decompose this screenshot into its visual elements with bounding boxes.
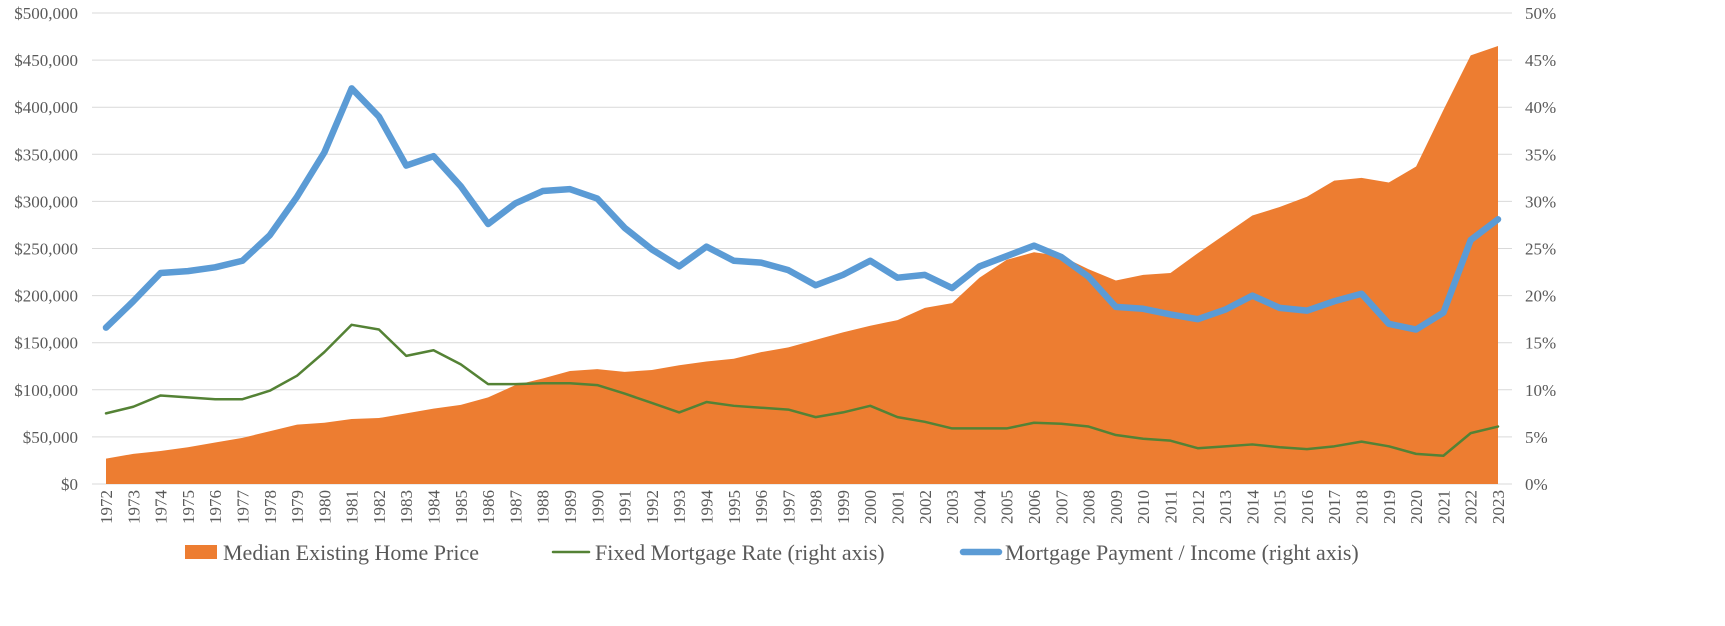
x-tick-label: 1995 [725, 490, 744, 524]
y2-tick-label: 50% [1525, 4, 1556, 23]
x-tick-label: 1989 [561, 490, 580, 524]
y2-tick-label: 30% [1525, 192, 1556, 211]
line-payment-income [102, 85, 1502, 333]
area-median-home-price [106, 45, 1498, 484]
x-tick-label: 2019 [1380, 490, 1399, 524]
x-tick-label: 1974 [152, 490, 171, 525]
y2-tick-label: 15% [1525, 334, 1556, 353]
x-tick-label: 1985 [452, 490, 471, 524]
x-tick-label: 1994 [697, 490, 716, 525]
x-tick-label: 2015 [1271, 490, 1290, 524]
x-tick-label: 1998 [807, 490, 826, 524]
x-tick-label: 2006 [1025, 490, 1044, 524]
legend-label: Median Existing Home Price [223, 540, 479, 565]
x-tick-label: 2001 [889, 490, 908, 524]
x-axis: 1972 1973 1974 1975 1976 1977 1978 1979 1980 1981… [97, 490, 1508, 525]
x-tick-label: 2010 [1134, 490, 1153, 524]
legend-label: Fixed Mortgage Rate (right axis) [595, 540, 885, 565]
x-tick-label: 2014 [1243, 490, 1262, 525]
x-tick-label: 1977 [233, 490, 252, 525]
x-tick-label: 2020 [1407, 490, 1426, 524]
x-tick-label: 2002 [916, 490, 935, 524]
y-tick-label: $400,000 [14, 98, 78, 117]
y-tick-label: $300,000 [14, 192, 78, 211]
x-tick-label: 1990 [588, 490, 607, 524]
x-tick-label: 1973 [124, 490, 143, 524]
x-tick-label: 1978 [261, 490, 280, 524]
x-tick-label: 2016 [1298, 490, 1317, 524]
y2-tick-label: 25% [1525, 240, 1556, 259]
x-tick-label: 2000 [861, 490, 880, 524]
x-tick-label: 1987 [506, 490, 525, 525]
legend-swatch-area [185, 545, 217, 559]
y-tick-label: $350,000 [14, 145, 78, 164]
right-y-axis: 0% 5% 10% 15% 20% 25% 30% 35% 40% 45% 50% [1525, 4, 1556, 494]
y-tick-label: $100,000 [14, 381, 78, 400]
x-tick-label: 1992 [643, 490, 662, 524]
x-tick-label: 1976 [206, 490, 225, 524]
x-tick-label: 1982 [370, 490, 389, 524]
x-tick-label: 1972 [97, 490, 116, 524]
y2-tick-label: 45% [1525, 51, 1556, 70]
area-series-layer [106, 45, 1498, 484]
y2-tick-label: 20% [1525, 287, 1556, 306]
y2-tick-label: 5% [1525, 428, 1548, 447]
x-tick-label: 1997 [779, 490, 798, 525]
x-tick-label: 2005 [998, 490, 1017, 524]
y-tick-label: $50,000 [23, 428, 78, 447]
x-tick-label: 2003 [943, 490, 962, 524]
y2-tick-label: 10% [1525, 381, 1556, 400]
left-y-axis: $0 $50,000 $100,000 $150,000 $200,000 $250,00… [14, 4, 78, 494]
x-tick-label: 1993 [670, 490, 689, 524]
x-tick-label: 2012 [1189, 490, 1208, 524]
x-tick-label: 1999 [834, 490, 853, 524]
x-tick-label: 1996 [752, 490, 771, 524]
line-fixed-mortgage-rate [104, 323, 1500, 457]
x-tick-label: 2009 [1107, 490, 1126, 524]
y-tick-label: $250,000 [14, 240, 78, 259]
x-tick-label: 2023 [1489, 490, 1508, 524]
legend-label: Mortgage Payment / Income (right axis) [1005, 540, 1359, 565]
y2-tick-label: 40% [1525, 98, 1556, 117]
x-tick-label: 2007 [1052, 490, 1071, 525]
x-tick-label: 1975 [179, 490, 198, 524]
x-tick-label: 1986 [479, 490, 498, 524]
y2-tick-label: 35% [1525, 145, 1556, 164]
y-tick-label: $500,000 [14, 4, 78, 23]
x-tick-label: 2021 [1434, 490, 1453, 524]
x-tick-label: 2011 [1161, 490, 1180, 523]
y-tick-label: $150,000 [14, 334, 78, 353]
x-tick-label: 2022 [1462, 490, 1481, 524]
x-tick-label: 1988 [534, 490, 553, 524]
y-tick-label: $450,000 [14, 51, 78, 70]
x-tick-label: 2017 [1325, 490, 1344, 525]
y-tick-label: $200,000 [14, 287, 78, 306]
x-tick-label: 1983 [397, 490, 416, 524]
y2-tick-label: 0% [1525, 475, 1548, 494]
x-tick-label: 1984 [425, 490, 444, 525]
y-tick-label: $0 [61, 475, 78, 494]
x-tick-label: 1981 [343, 490, 362, 524]
x-tick-label: 2013 [1216, 490, 1235, 524]
x-tick-label: 1979 [288, 490, 307, 524]
x-tick-label: 2018 [1353, 490, 1372, 524]
x-tick-label: 2008 [1080, 490, 1099, 524]
legend: Median Existing Home Price Fixed Mortgage… [185, 540, 1359, 565]
x-tick-label: 2004 [970, 490, 989, 525]
x-tick-label: 1991 [616, 490, 635, 524]
x-tick-label: 1980 [315, 490, 334, 524]
line-series-layer [102, 85, 1502, 457]
